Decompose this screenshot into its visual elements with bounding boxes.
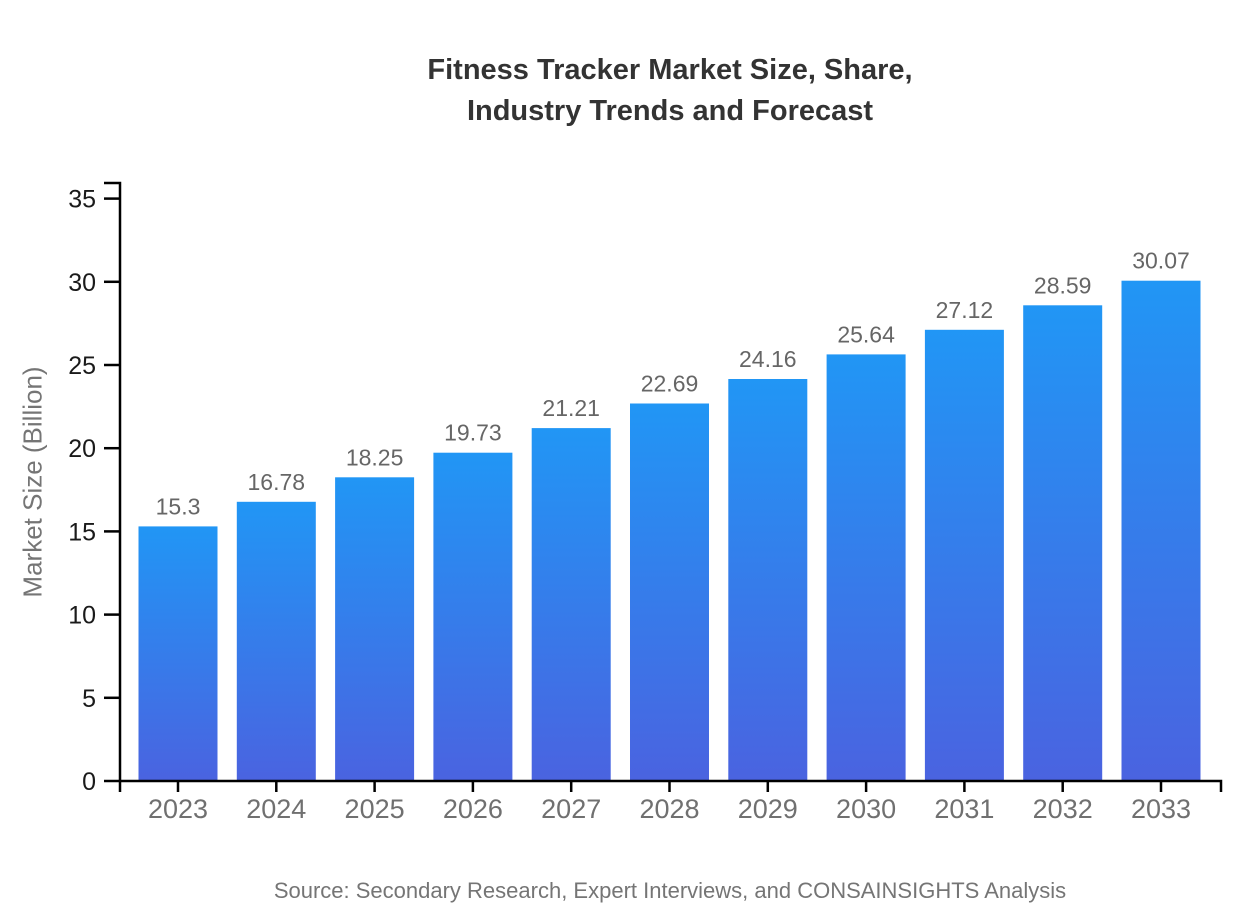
x-tick-label: 2024 xyxy=(246,794,306,824)
y-tick-label: 25 xyxy=(68,352,96,380)
y-tick-label: 30 xyxy=(68,269,96,297)
bar-2031 xyxy=(924,329,1004,781)
x-tick-label: 2029 xyxy=(738,794,798,824)
bar-2030 xyxy=(826,354,906,781)
x-tick-label: 2033 xyxy=(1131,794,1191,824)
x-tick-label: 2025 xyxy=(345,794,405,824)
y-axis: 0 5 10 15 20 25 30 35 xyxy=(68,181,122,796)
bar-value-label: 15.3 xyxy=(156,493,201,519)
x-tick-label: 2028 xyxy=(639,794,699,824)
y-axis-domain xyxy=(104,181,122,781)
y-tick-label: 5 xyxy=(82,685,96,713)
y-axis-title: Market Size (Billion) xyxy=(17,366,48,598)
x-tick-label: 2023 xyxy=(148,794,208,824)
bar-value-label: 25.64 xyxy=(837,321,895,347)
y-tick-label: 10 xyxy=(68,602,96,630)
chart-title-line2: Industry Trends and Forecast xyxy=(466,95,874,127)
bar-2026 xyxy=(433,452,513,781)
x-tick-label: 2032 xyxy=(1033,794,1093,824)
x-tick-label: 2030 xyxy=(836,794,896,824)
bar-value-label: 22.69 xyxy=(641,371,699,397)
bar-value-label: 30.07 xyxy=(1132,248,1190,274)
bar-2024 xyxy=(236,501,316,781)
bar-value-label: 16.78 xyxy=(248,469,306,495)
x-tick-label: 2027 xyxy=(541,794,601,824)
y-tick-label: 20 xyxy=(68,435,96,463)
bar-value-label: 27.12 xyxy=(936,297,994,323)
y-tick-label: 35 xyxy=(68,186,96,214)
x-tick-label: 2031 xyxy=(934,794,994,824)
y-tick-label: 15 xyxy=(68,518,96,546)
chart-title-line1: Fitness Tracker Market Size, Share, xyxy=(427,54,913,86)
bar-value-label: 28.59 xyxy=(1034,272,1092,298)
bars-group xyxy=(138,280,1201,781)
chart-title: Fitness Tracker Market Size, Share, Indu… xyxy=(75,50,1260,132)
bar-2023 xyxy=(138,526,218,781)
bar-2033 xyxy=(1121,280,1201,781)
bar-2029 xyxy=(728,379,808,781)
bar-2027 xyxy=(531,428,611,781)
bar-value-label: 19.73 xyxy=(444,420,502,446)
bar-2028 xyxy=(630,403,709,781)
source-note: Source: Secondary Research, Expert Inter… xyxy=(273,878,1067,903)
bar-2032 xyxy=(1023,305,1103,781)
bar-value-label: 21.21 xyxy=(542,395,600,421)
x-axis: 2023 2024 2025 2026 2027 2028 2029 2030 2031 2032… xyxy=(118,779,1223,824)
x-tick-label: 2026 xyxy=(443,794,503,824)
value-labels-group: 15.3 16.78 18.25 19.73 21.21 22.69 24.16 25.64 2… xyxy=(156,248,1190,520)
bar-value-label: 18.25 xyxy=(346,444,404,470)
y-tick-label: 0 xyxy=(82,768,96,796)
bar-2025 xyxy=(335,477,415,781)
bar-value-label: 24.16 xyxy=(739,346,797,372)
